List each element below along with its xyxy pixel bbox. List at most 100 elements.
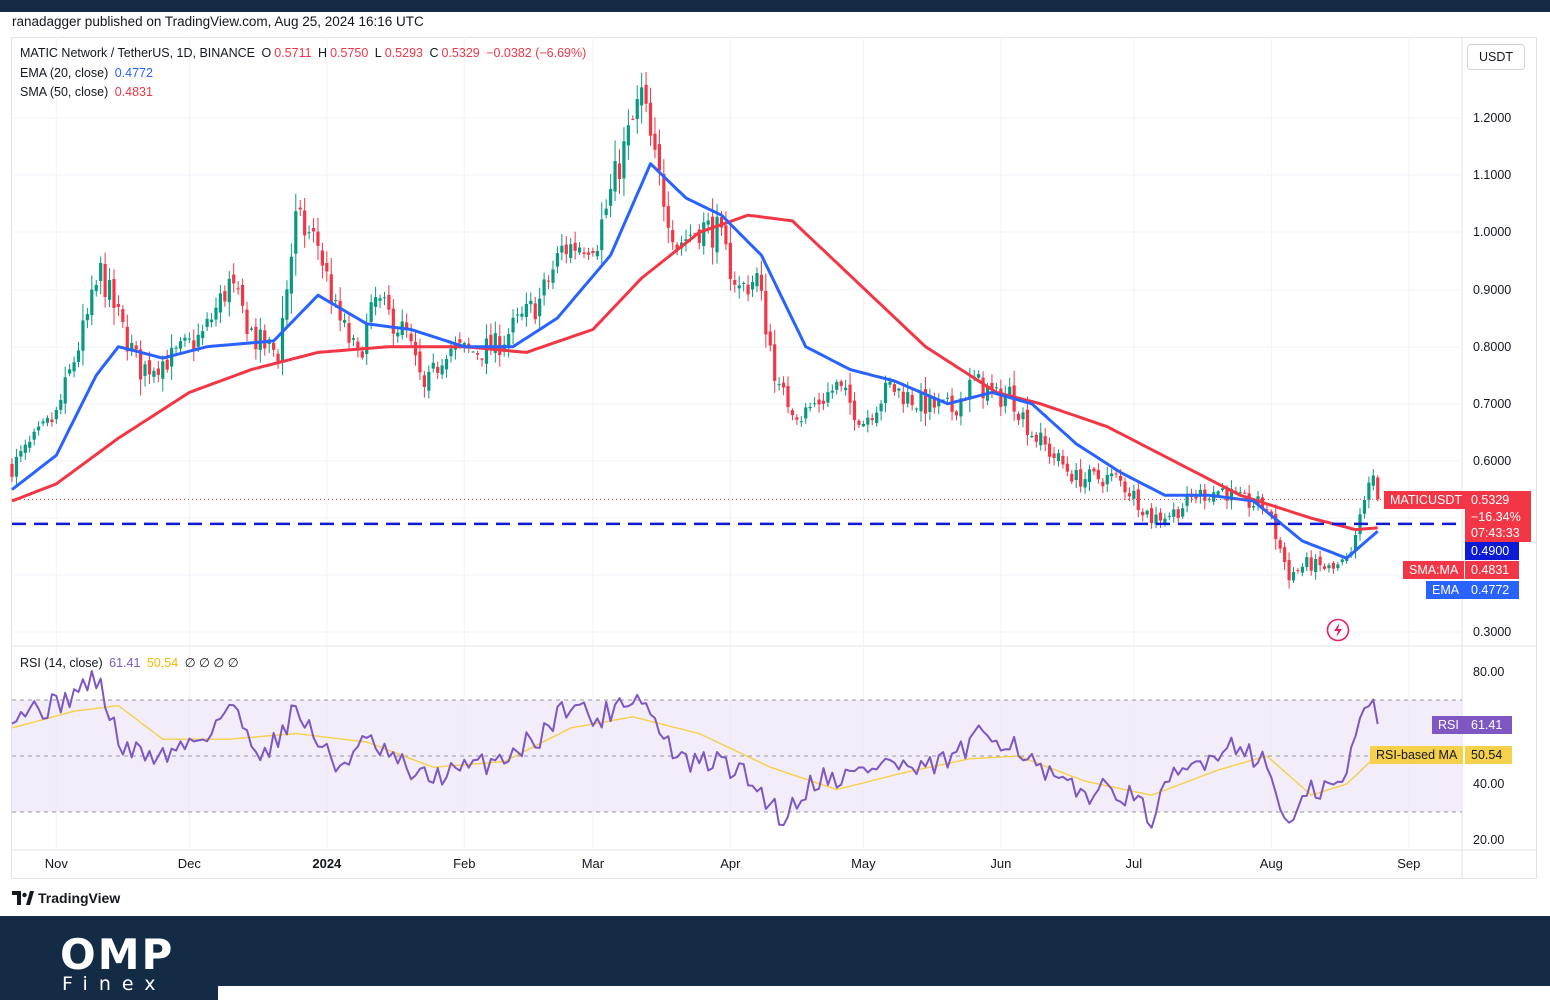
rsi-tag-value: 61.41: [1465, 716, 1512, 734]
candle-body: [1092, 468, 1096, 472]
tradingview-text: TradingView: [38, 890, 121, 906]
time-tick-label: Jun: [990, 856, 1011, 871]
rsi-ma-legend-value: 50.54: [146, 656, 179, 670]
time-tick-label: Aug: [1260, 856, 1283, 871]
candle-body: [529, 300, 533, 305]
candle-body: [41, 421, 45, 424]
candle-body: [804, 407, 808, 419]
candle-body: [697, 229, 701, 243]
candle-body: [1034, 434, 1038, 442]
candle-body: [205, 318, 209, 327]
candle-body: [1278, 540, 1282, 549]
rsi-tick-label: 40.00: [1473, 777, 1504, 791]
candle-body: [609, 188, 613, 206]
candle-body: [622, 141, 626, 179]
candle-body: [515, 314, 520, 316]
candle-body: [422, 375, 426, 387]
candle-body: [1083, 479, 1087, 488]
candle-body: [901, 391, 905, 405]
candle-body: [1225, 489, 1229, 501]
candle-body: [1145, 510, 1149, 515]
candle-body: [201, 331, 205, 339]
candle-body: [768, 331, 772, 346]
candle-body: [480, 358, 484, 360]
rsi-line: [11, 670, 1379, 829]
candle-body: [817, 399, 821, 405]
candle-body: [600, 219, 604, 251]
candle-body: [54, 409, 58, 420]
candle-body: [178, 341, 183, 349]
candle-body: [130, 342, 134, 352]
candle-body: [1061, 455, 1065, 465]
time-tick-label: Mar: [582, 856, 605, 871]
candle-body: [702, 222, 706, 247]
candle-body: [1123, 481, 1127, 493]
candle-body: [1216, 491, 1220, 495]
candle-body: [378, 298, 382, 301]
rsi-legend-value: 61.41: [109, 656, 141, 670]
sma-legend[interactable]: SMA (50, close) 0.4831: [20, 85, 156, 99]
candle-body: [914, 408, 919, 410]
lightning-icon[interactable]: [1326, 618, 1350, 642]
candle-body: [81, 320, 85, 351]
candle-body: [821, 400, 826, 404]
candle-body: [657, 144, 662, 171]
candle-body: [897, 388, 901, 391]
candle-body: [50, 419, 54, 423]
candle-body: [990, 382, 994, 390]
candle-body: [888, 381, 892, 385]
candle-body: [356, 341, 360, 349]
candle-body: [307, 232, 311, 234]
candle-body: [742, 282, 746, 284]
candle-body: [1087, 469, 1092, 483]
ema-legend[interactable]: EMA (20, close) 0.4772: [20, 66, 156, 80]
candle-body: [382, 297, 387, 299]
candle-body: [910, 394, 914, 406]
sma-label: SMA (50, close): [20, 85, 109, 99]
tradingview-logo[interactable]: TradingView: [12, 890, 120, 906]
candle-body: [156, 368, 160, 375]
candle-body: [444, 358, 449, 370]
candle-body: [272, 342, 276, 350]
candle-body: [413, 341, 418, 356]
candle-body: [631, 119, 635, 121]
candle-body: [458, 339, 462, 343]
candle-body: [1207, 498, 1211, 500]
candle-body: [604, 208, 608, 216]
rsi-legend[interactable]: RSI (14, close) 61.41 50.54 ∅ ∅ ∅ ∅: [20, 655, 242, 670]
candle-body: [161, 361, 165, 379]
candle-body: [977, 374, 981, 378]
candle-body: [866, 417, 870, 425]
candle-body: [835, 381, 839, 390]
top-bar: [0, 0, 1550, 12]
candle-body: [396, 332, 400, 337]
candle-body: [635, 99, 639, 120]
candle-body: [165, 359, 169, 370]
high-label: H: [318, 46, 328, 60]
candle-body: [573, 242, 577, 251]
candle-body: [232, 274, 236, 284]
rsi-tag-label: RSI: [1432, 716, 1465, 734]
candle-body: [1070, 473, 1074, 482]
candle-body: [640, 87, 644, 106]
candle-body: [542, 279, 546, 296]
close-value: 0.5329: [441, 46, 480, 60]
candle-body: [937, 400, 941, 407]
candle-body: [626, 125, 630, 146]
candle-body: [493, 333, 497, 353]
candle-body: [511, 317, 515, 333]
currency-selector[interactable]: USDT: [1467, 44, 1525, 70]
candle-body: [192, 340, 196, 351]
candle-body: [808, 407, 812, 409]
time-tick-label: Jul: [1126, 856, 1143, 871]
candle-body: [409, 333, 413, 342]
candle-body: [1367, 482, 1371, 500]
candle-body: [688, 234, 693, 236]
candle-body: [1265, 509, 1269, 511]
candle-body: [227, 278, 231, 303]
candle-body: [1030, 435, 1034, 438]
rsi-na-values: ∅ ∅ ∅ ∅: [184, 656, 239, 670]
candle-body: [1016, 413, 1021, 421]
candle-body: [790, 410, 795, 416]
